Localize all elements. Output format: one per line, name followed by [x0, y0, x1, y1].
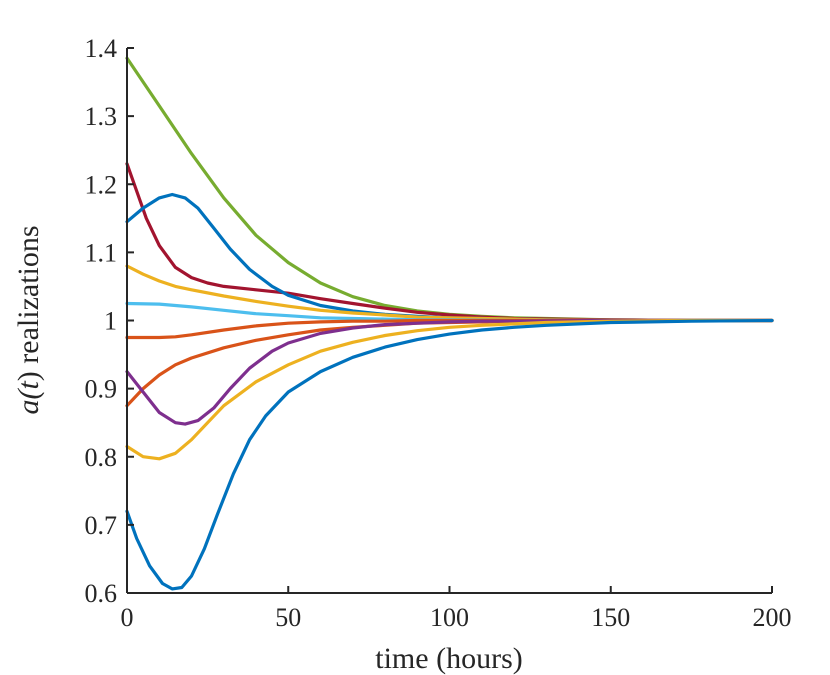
y-tick-label: 0.8: [85, 443, 118, 472]
x-tick-label: 150: [591, 603, 630, 632]
series-line-1: [125, 56, 774, 323]
series-line-9: [125, 318, 774, 461]
y-tick-label: 1.4: [85, 34, 118, 63]
series-line-8: [125, 318, 774, 426]
x-tick-label: 0: [121, 603, 134, 632]
series-line-10: [125, 318, 774, 591]
y-tick-label: 1: [104, 307, 117, 336]
y-tick-label: 1.1: [85, 238, 118, 267]
y-axis-label-prefix: a(: [12, 388, 45, 415]
x-tick-label: 50: [275, 603, 301, 632]
x-ticks: 0 50 100 150 200: [121, 586, 792, 632]
y-tick-label: 1.2: [85, 170, 118, 199]
x-tick-label: 100: [430, 603, 469, 632]
y-axis-label-suffix: ) realizations: [12, 225, 45, 381]
series-line-3: [125, 192, 774, 323]
y-axis-label-var: t: [12, 381, 45, 390]
y-tick-label: 1.3: [85, 102, 118, 131]
x-tick-label: 200: [753, 603, 792, 632]
y-axis-label: a(t) realizations: [12, 225, 45, 414]
y-ticks: 0.6 0.7 0.8 0.9 1 1.1 1.2 1.3 1.4: [85, 34, 134, 608]
y-tick-label: 0.6: [85, 579, 118, 608]
y-tick-label: 0.7: [85, 511, 118, 540]
y-tick-label: 0.9: [85, 375, 118, 404]
series-layer: [125, 56, 774, 591]
x-axis-label: time (hours): [375, 642, 522, 675]
series-line-4: [125, 264, 774, 323]
